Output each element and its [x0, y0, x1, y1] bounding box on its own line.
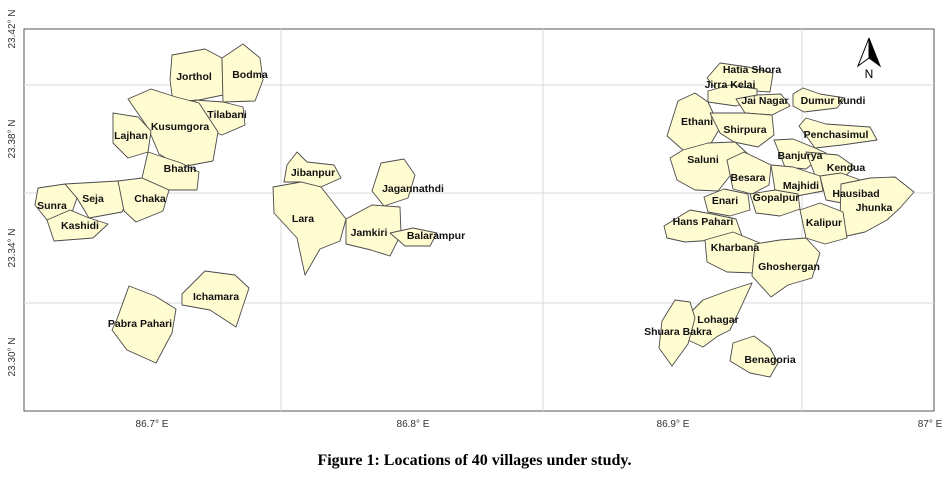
village-label-tilabani: Tilabani [207, 109, 247, 121]
village-label-lajhan: Lajhan [114, 130, 148, 142]
village-label-jibanpur: Jibanpur [291, 167, 335, 179]
village-label-hausibad: Hausibad [832, 188, 879, 200]
village-label-banjurya: Banjurya [778, 150, 823, 162]
north-arrow: N [856, 37, 882, 81]
latitude-tick-label: 23.38° N [7, 119, 18, 158]
village-label-dumur-kundi: Dumur kundi [801, 95, 866, 107]
village-label-shuara-bakra: Shuara Bakra [644, 326, 712, 338]
village-label-jhunka: Jhunka [856, 202, 893, 214]
village-label-bhatin: Bhatin [164, 163, 197, 175]
village-label-saluni: Saluni [687, 154, 719, 166]
village-label-jamkiri: Jamkiri [351, 227, 388, 239]
village-label-shirpura: Shirpura [723, 124, 766, 136]
village-label-kalipur: Kalipur [806, 217, 842, 229]
village-label-benagoria: Benagoria [744, 354, 796, 366]
longitude-tick-label: 86.9° E [657, 419, 690, 430]
western-village-cluster [34, 43, 264, 242]
village-label-kharbana: Kharbana [711, 242, 760, 254]
longitude-tick-labels: 86.7° E 86.8° E 86.9° E 87° E [136, 419, 943, 430]
village-label-jai-nagar: Jai Nagar [741, 95, 788, 107]
village-label-seja: Seja [82, 193, 104, 205]
village-label-hatia-shora: Hatia Shora [723, 64, 782, 76]
latitude-tick-label: 23.30° N [7, 337, 18, 376]
village-label-jirra-kelai: Jirra Kelai [705, 79, 756, 91]
village-label-chaka: Chaka [134, 193, 166, 205]
village-label-penchasimul: Penchasimul [804, 129, 869, 141]
village-label-enari: Enari [712, 195, 738, 207]
longitude-tick-label: 86.8° E [397, 419, 430, 430]
village-label-jagannathdi: Jagannathdi [382, 183, 444, 195]
longitude-tick-label: 87° E [918, 419, 943, 430]
village-label-gopalpur: Gopalpur [753, 192, 800, 204]
village-label-hans-pahari: Hans Pahari [673, 216, 734, 228]
village-label-kusumgora: Kusumgora [151, 121, 210, 133]
village-label-pabra-pahari: Pabra Pahari [108, 318, 172, 330]
village-label-ethani: Ethani [681, 116, 713, 128]
village-label-lohagar: Lohagar [697, 314, 738, 326]
village-label-besara: Besara [730, 172, 765, 184]
village-label-ghoshergan: Ghoshergan [758, 261, 820, 273]
eastern-village-cluster [658, 62, 915, 378]
village-label-sunra: Sunra [37, 200, 67, 212]
central-village-cluster [111, 151, 438, 364]
latitude-tick-labels: 23.42° N 23.38° N 23.34° N 23.30° N [7, 9, 18, 376]
village-label-balarampur: Balarampur [407, 230, 465, 242]
village-label-kashidi: Kashidi [61, 220, 99, 232]
village-label-kendua: Kendua [827, 162, 866, 174]
longitude-tick-label: 86.7° E [136, 419, 169, 430]
latitude-tick-label: 23.34° N [7, 228, 18, 267]
village-label-jorthol: Jorthol [176, 71, 212, 83]
north-arrow-label: N [865, 67, 874, 81]
village-label-ichamara: Ichamara [193, 291, 239, 303]
figure-caption: Figure 1: Locations of 40 villages under… [317, 452, 632, 469]
village-label-bodma: Bodma [232, 69, 268, 81]
village-label-lara: Lara [292, 213, 314, 225]
village-label-majhidi: Majhidi [783, 180, 819, 192]
latitude-tick-label: 23.42° N [7, 9, 18, 48]
